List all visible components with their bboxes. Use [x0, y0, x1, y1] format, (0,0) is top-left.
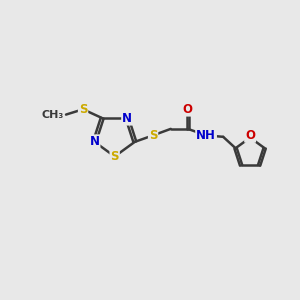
Text: N: N [122, 112, 132, 124]
Text: CH₃: CH₃ [41, 110, 64, 120]
Text: N: N [89, 135, 100, 148]
Text: O: O [245, 129, 255, 142]
Text: S: S [149, 129, 157, 142]
Text: NH: NH [196, 129, 216, 142]
Text: O: O [183, 103, 193, 116]
Text: S: S [79, 103, 87, 116]
Text: S: S [110, 150, 119, 163]
